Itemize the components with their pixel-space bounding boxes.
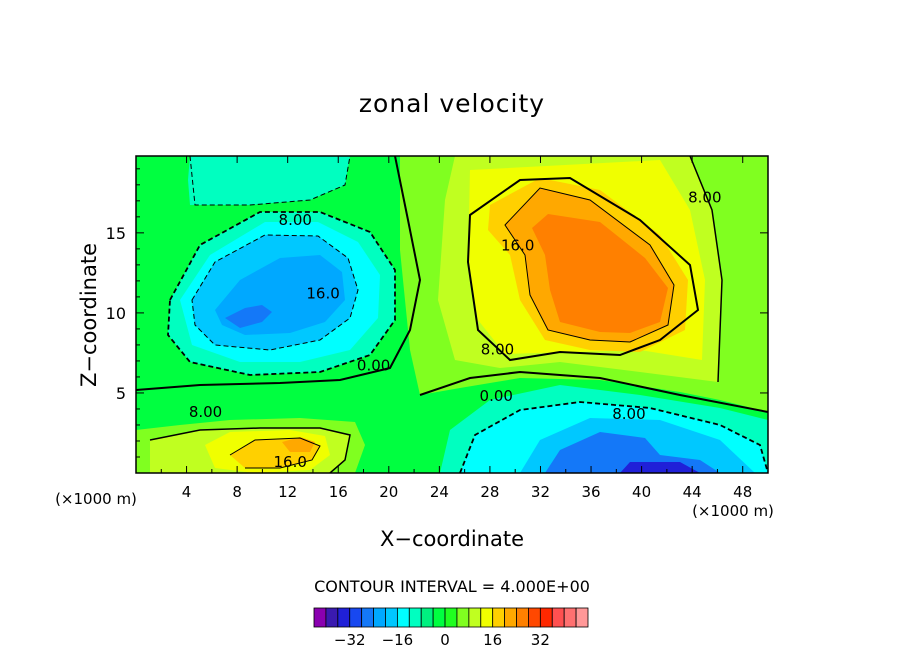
colorbar-tick-label: −16 <box>382 631 414 649</box>
contour-neg-4-topleft <box>189 156 351 206</box>
colorbar-swatch <box>504 607 517 628</box>
contour-label: 8.00 <box>279 211 312 229</box>
colorbar-swatch <box>528 607 541 628</box>
band-neg-20-lowright <box>620 462 700 473</box>
contour-label: 8.00 <box>189 403 222 421</box>
chart-title: zonal velocity <box>359 89 545 118</box>
colorbar-tick-label: 32 <box>531 631 550 649</box>
colorbar-swatch <box>492 607 506 628</box>
contour-pos-8-rightedge <box>689 156 723 383</box>
plot-area: 8.00 16.0 0.00 8.00 16.0 16.0 8.00 0.00 8.00 8.00 <box>136 156 768 473</box>
contour-label: 0.00 <box>357 357 390 375</box>
contour-label: 16.0 <box>306 285 339 303</box>
x-tick-label: 16 <box>329 483 348 501</box>
colorbar-tick-label: −32 <box>334 631 366 649</box>
colorbar-swatch <box>361 607 374 628</box>
contour-neg-8-left <box>167 211 396 376</box>
x-tick-label: 20 <box>379 483 398 501</box>
colorbar-swatch <box>456 607 470 628</box>
colorbar-swatch <box>563 607 577 628</box>
colorbar-swatch <box>349 607 363 628</box>
contour-16-positive-right <box>504 187 675 343</box>
band-neg-20-left <box>225 305 272 328</box>
colorbar-tick-label: 16 <box>483 631 502 649</box>
x-unit-label-left: (×1000 m) <box>55 490 137 508</box>
contour-zero-line-2 <box>419 370 768 413</box>
colorbar-swatch <box>408 607 422 628</box>
y-tick-label: 15 <box>106 224 126 243</box>
colorbar-swatch <box>551 607 565 628</box>
contour-neg-16-left <box>191 234 359 351</box>
x-tick-label: 40 <box>632 483 651 501</box>
x-tick-label: 24 <box>430 483 449 501</box>
x-tick-label: 12 <box>278 483 297 501</box>
x-unit-label-right: (×1000 m) <box>692 502 774 520</box>
colorbar-swatch <box>420 607 434 628</box>
contour-label: 8.00 <box>481 341 514 359</box>
y-axis: 5 10 15 <box>106 168 768 458</box>
colorbar-swatch <box>432 607 446 628</box>
contour-zero-line-1 <box>136 156 422 391</box>
x-tick-label: 44 <box>683 483 702 501</box>
x-axis-label: X−coordinate <box>380 527 524 551</box>
contour-interval-text: CONTOUR INTERVAL = 4.000E+00 <box>314 577 590 596</box>
contour-labels: 8.00 16.0 0.00 8.00 16.0 16.0 8.00 0.00 8.00 8.00 <box>189 189 722 471</box>
contour-label: 16.0 <box>501 237 534 255</box>
x-axis: 4 8 12 16 20 24 28 32 36 40 44 48 <box>160 156 752 501</box>
colorbar-swatch <box>373 607 386 628</box>
colorbar-swatch <box>539 607 553 628</box>
contour-label: 0.00 <box>480 387 513 405</box>
contour-label: 16.0 <box>274 453 307 471</box>
colorbar-swatch <box>337 607 351 628</box>
contour-label: 8.00 <box>688 189 721 207</box>
plot-frame <box>135 155 769 474</box>
colorbar-swatch <box>575 607 589 628</box>
x-tick-label: 4 <box>182 483 192 501</box>
colorbar-swatch <box>325 607 339 628</box>
colorbar-swatch <box>444 607 458 628</box>
colorbar-swatch <box>396 607 410 628</box>
colorbar-swatch <box>468 607 482 628</box>
colorbar: −32 −16 0 16 32 <box>313 607 589 649</box>
colorbar-swatch <box>313 607 327 628</box>
band-pos-20-right <box>532 214 668 333</box>
contour-lines <box>136 156 768 473</box>
contour-8-positive-right <box>466 176 700 362</box>
x-tick-label: 8 <box>232 483 242 501</box>
x-tick-label: 48 <box>733 483 752 501</box>
colorbar-tick-label: 0 <box>440 631 450 649</box>
y-tick-label: 10 <box>106 304 126 323</box>
y-axis-label: Z−coordinate <box>77 243 101 387</box>
contour-pos-8-lowleft <box>149 427 351 473</box>
contour-pos-16-lowleft <box>229 437 321 469</box>
colorbar-swatch <box>385 607 398 628</box>
contour-label: 8.00 <box>612 405 645 423</box>
x-tick-label: 28 <box>480 483 499 501</box>
contour-neg-8-lowright <box>459 401 768 473</box>
y-tick-label: 5 <box>116 384 126 403</box>
x-tick-label: 36 <box>581 483 600 501</box>
x-tick-label: 32 <box>531 483 550 501</box>
colorbar-swatch <box>480 607 494 628</box>
colorbar-swatch <box>516 607 529 628</box>
band-neg-4-topleft <box>188 156 350 205</box>
